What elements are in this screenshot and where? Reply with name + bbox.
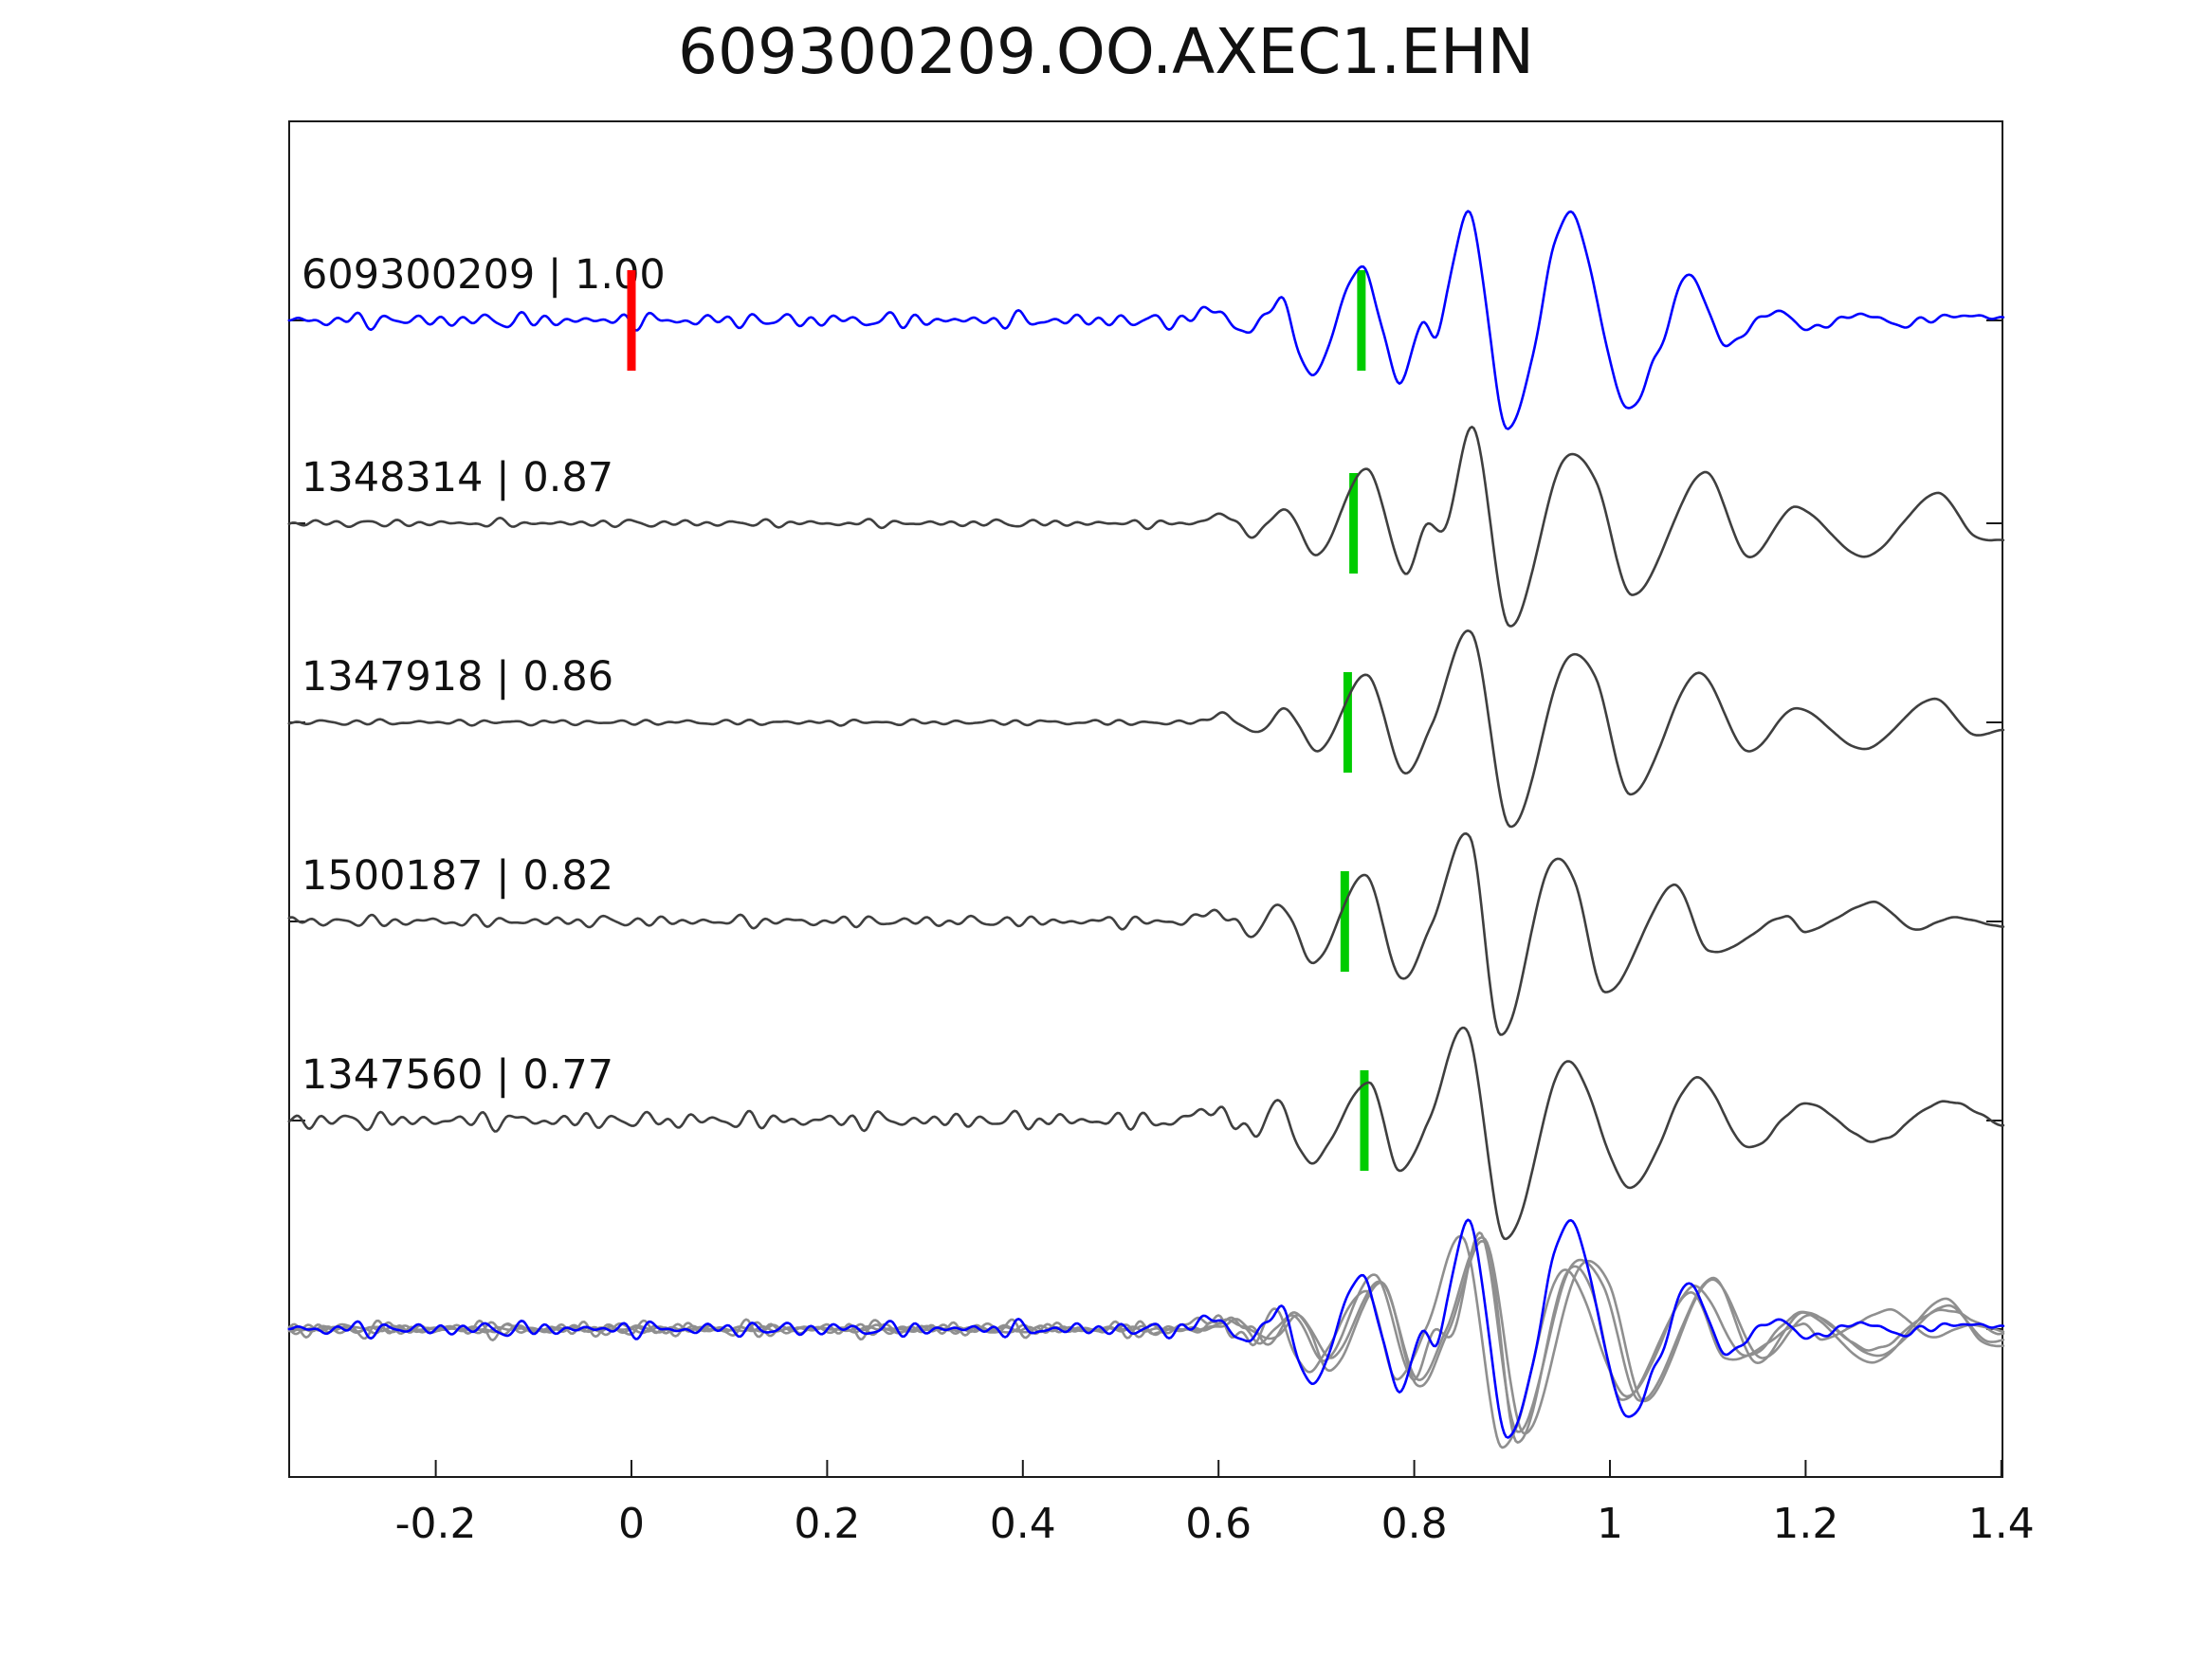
trace-label: 1347918 | 0.86 <box>302 653 613 701</box>
trace-label: 1347560 | 0.77 <box>302 1051 613 1099</box>
waveform-trace-1500187 <box>287 832 2005 1036</box>
waveform-trace-609300209 <box>287 210 2005 430</box>
trace-label: 1500187 | 0.82 <box>302 852 613 900</box>
x-tick-label: 1.2 <box>1772 1500 1838 1548</box>
x-tick-label: 1 <box>1597 1500 1623 1548</box>
trace-label: 1348314 | 0.87 <box>302 454 613 501</box>
waveform-trace-1348314 <box>287 426 2005 628</box>
overlay-trace-1347918 <box>287 1236 2005 1435</box>
axes-border <box>288 120 2003 1478</box>
x-tick-label: 0.4 <box>990 1500 1056 1548</box>
waveform-trace-1347560 <box>287 1026 2005 1241</box>
waveform-trace-1347918 <box>287 629 2005 829</box>
pick-marker-green <box>1340 871 1349 972</box>
overlay-trace-609300209 <box>287 1218 2005 1439</box>
plot-title: 609300209.OO.AXEC1.EHN <box>678 15 1534 88</box>
x-tick-label: 0.8 <box>1381 1500 1448 1548</box>
x-tick-label: 0.6 <box>1185 1500 1252 1548</box>
trace-label: 609300209 | 1.00 <box>302 251 666 299</box>
pick-marker-green <box>1357 270 1366 371</box>
x-tick-label: 1.4 <box>1968 1500 2035 1548</box>
pick-marker-green <box>1349 473 1359 574</box>
x-tick-label: 0 <box>618 1500 645 1548</box>
x-tick-label: 0.2 <box>794 1500 860 1548</box>
x-tick-label: -0.2 <box>395 1500 477 1548</box>
template-pick-marker-red <box>627 270 636 371</box>
pick-marker-green <box>1360 1070 1369 1171</box>
pick-marker-green <box>1343 672 1352 773</box>
